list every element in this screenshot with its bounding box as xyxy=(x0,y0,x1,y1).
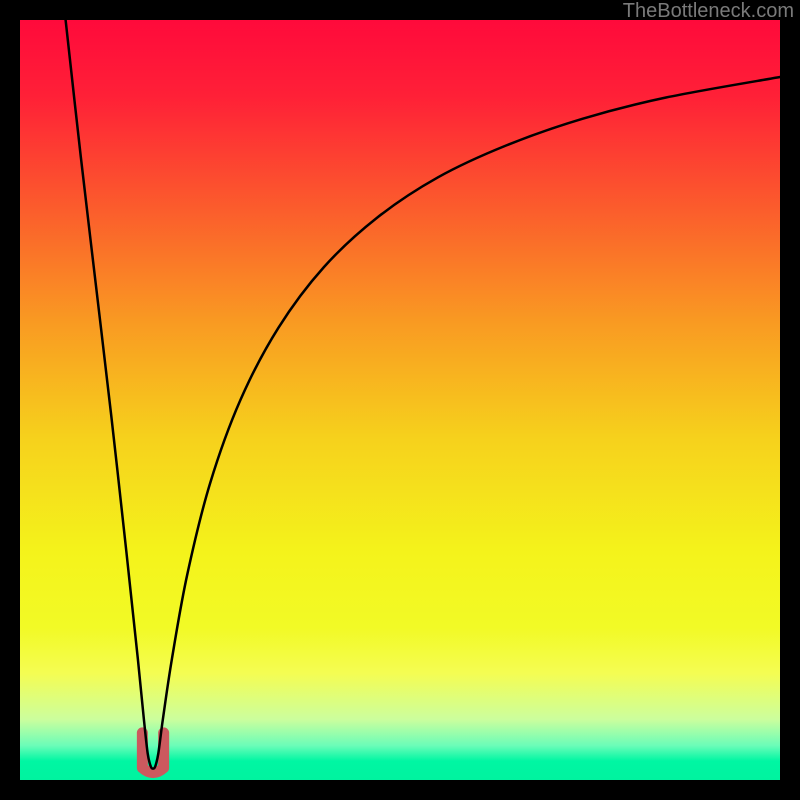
chart-frame: TheBottleneck.com xyxy=(0,0,800,800)
watermark-text: TheBottleneck.com xyxy=(623,0,794,23)
bottleneck-chart xyxy=(0,0,800,800)
